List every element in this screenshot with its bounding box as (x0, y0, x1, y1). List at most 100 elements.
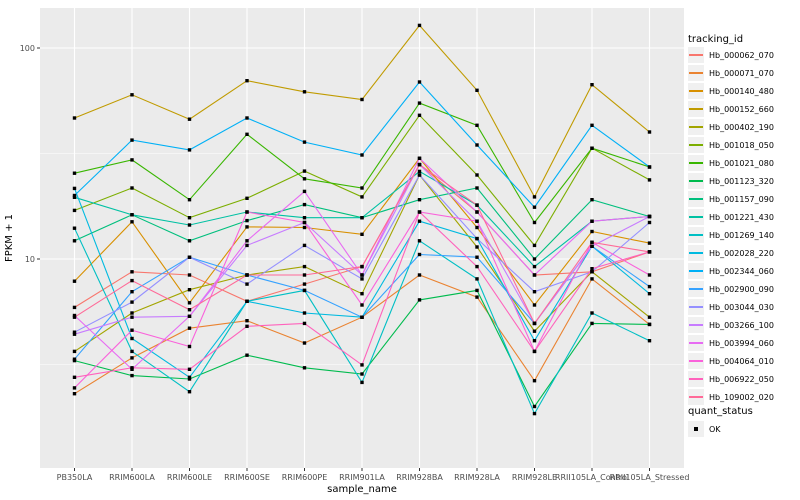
series-line-sample-icon (689, 216, 703, 218)
legend-title-tracking-id: tracking_id (688, 34, 744, 45)
data-point (360, 186, 364, 190)
legend-key-swatch (688, 191, 704, 207)
data-point (532, 329, 537, 333)
legend-item-label: Hb_003994_060 (709, 338, 774, 348)
data-point (187, 326, 192, 330)
data-point (245, 324, 249, 328)
data-point (130, 356, 134, 360)
data-point (187, 390, 192, 394)
legend-item-Hb_001221_430: Hb_001221_430 (688, 208, 774, 226)
data-point (590, 277, 594, 281)
data-point (590, 229, 594, 234)
data-point (360, 264, 364, 269)
legend-item-label: Hb_004064_010 (709, 356, 774, 366)
data-point (647, 339, 652, 343)
data-point (647, 178, 652, 182)
data-point (360, 153, 364, 157)
data-point (647, 214, 652, 219)
legend-key-swatch (688, 353, 704, 369)
data-point (647, 130, 652, 134)
legend-item-label: Hb_002028_220 (709, 248, 774, 258)
data-point (130, 311, 134, 315)
legend-item-Hb_109002_020: Hb_109002_020 (688, 388, 774, 406)
series-line-sample-icon (689, 360, 703, 362)
series-line-sample-icon (689, 378, 703, 380)
y-tick-label: 10 (25, 255, 35, 264)
legend-item-quant-OK: OK (688, 420, 721, 438)
data-point (532, 205, 537, 209)
legend-key-swatch (688, 371, 704, 387)
legend-item-label: Hb_000402_190 (709, 122, 774, 132)
data-point (590, 198, 594, 202)
data-point (590, 267, 594, 271)
legend-key-swatch (688, 137, 704, 153)
legend-item-label: Hb_000071_070 (709, 68, 774, 78)
legend-item-Hb_000152_660: Hb_000152_660 (688, 100, 774, 118)
data-point (72, 330, 77, 334)
data-point (532, 257, 537, 261)
data-point (245, 353, 249, 357)
x-tick-label: RRII105LA_Stressed (610, 473, 690, 482)
legend-item-Hb_002344_060: Hb_002344_060 (688, 262, 774, 280)
legend-key-swatch (688, 389, 704, 405)
legend-item-label: Hb_000152_660 (709, 104, 774, 114)
legend-key-swatch (688, 335, 704, 351)
legend-item-Hb_002028_220: Hb_002028_220 (688, 244, 774, 262)
data-point (475, 236, 479, 241)
series-line-sample-icon (689, 126, 703, 128)
data-point (245, 299, 249, 303)
series-line-sample-icon (689, 90, 703, 92)
legend-key-swatch (688, 299, 704, 315)
data-point (302, 264, 307, 269)
series-line-sample-icon (689, 72, 703, 74)
data-point (245, 116, 249, 120)
data-point (417, 156, 422, 160)
data-point (72, 208, 77, 213)
data-point (647, 292, 652, 296)
data-point (590, 321, 594, 326)
data-point (302, 311, 307, 315)
legend-item-Hb_000062_070: Hb_000062_070 (688, 46, 774, 64)
data-point (417, 101, 422, 105)
data-point (475, 295, 479, 299)
data-point (187, 301, 192, 305)
data-point (130, 213, 134, 217)
x-tick-label: RRIM600PE (282, 473, 328, 482)
data-point (302, 341, 307, 345)
legend-key-swatch (688, 155, 704, 171)
legend-item-Hb_006922_050: Hb_006922_050 (688, 370, 774, 388)
data-point (475, 245, 479, 249)
x-tick-label: RRIM600LA (109, 473, 155, 482)
data-point (475, 143, 479, 147)
square-point-icon (694, 427, 698, 431)
data-point (360, 277, 364, 281)
data-point (475, 264, 479, 269)
legend-item-label: OK (709, 424, 721, 434)
data-point (130, 328, 134, 332)
legend-item-label: Hb_002344_060 (709, 266, 774, 276)
data-point (475, 210, 479, 214)
data-point (360, 195, 364, 199)
data-point (532, 411, 537, 416)
data-point (72, 195, 77, 199)
data-point (245, 319, 249, 323)
data-point (72, 171, 77, 175)
data-point (130, 93, 134, 97)
data-point (130, 349, 134, 354)
data-point (72, 392, 77, 396)
data-point (590, 240, 594, 244)
x-axis-title: sample_name (327, 484, 397, 495)
data-point (72, 305, 77, 310)
data-point (417, 252, 422, 257)
x-tick-label: RRIM901LA (339, 473, 385, 482)
data-point (417, 113, 422, 117)
data-point (647, 315, 652, 319)
data-point (532, 303, 537, 307)
data-point (532, 379, 537, 383)
series-line-sample-icon (689, 54, 703, 56)
x-tick-label: PB350LA (57, 473, 93, 482)
data-point (72, 116, 77, 120)
series-line-sample-icon (689, 342, 703, 344)
legend-item-label: Hb_001221_430 (709, 212, 774, 222)
legend-item-Hb_004064_010: Hb_004064_010 (688, 352, 774, 370)
